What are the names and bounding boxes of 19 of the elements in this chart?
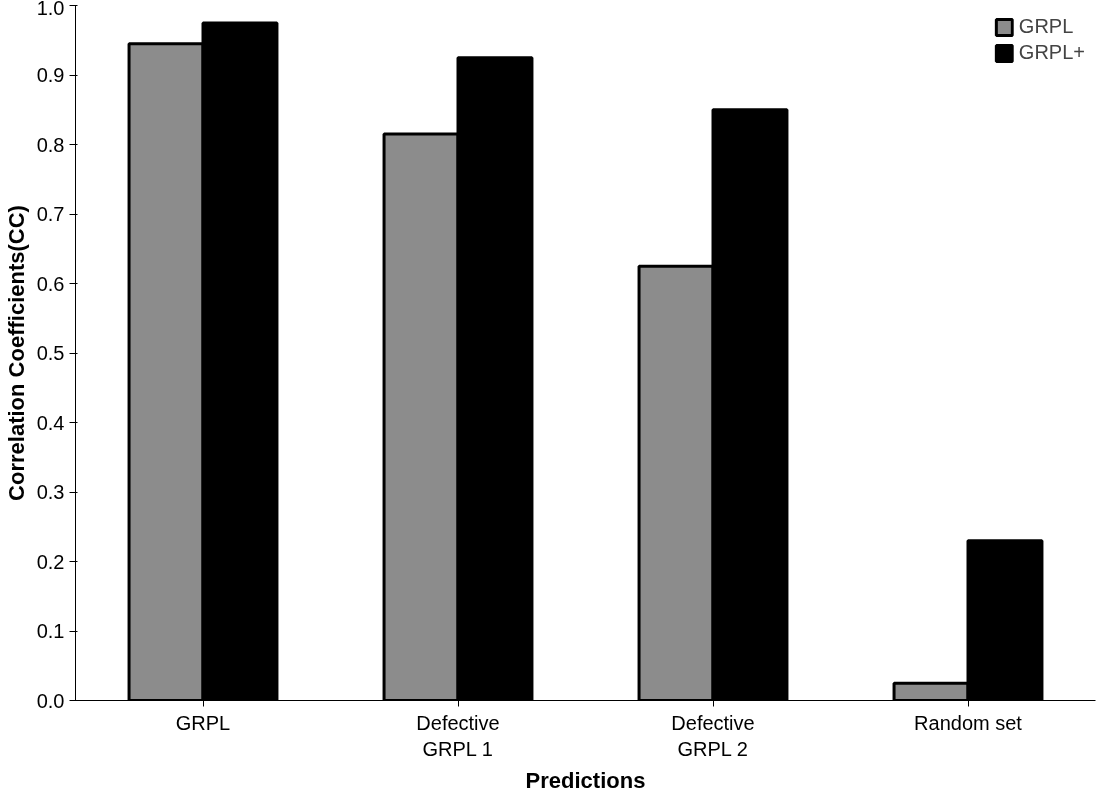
- x-tick-label: Defective GRPL 1: [416, 711, 500, 760]
- y-axis-title: Correlation Coefficients(CC): [3, 205, 29, 501]
- y-tick-label: 1.0: [36, 0, 65, 19]
- y-tick-label: 0.7: [36, 203, 65, 225]
- y-tick-label: 0.3: [36, 481, 65, 503]
- y-tick-label: 0.4: [36, 411, 65, 434]
- y-tick-label: 0.2: [36, 550, 65, 573]
- legend-label: GRPL: [1018, 15, 1074, 38]
- y-tick-label: 0.0: [36, 689, 65, 712]
- y-tick-label: 0.8: [36, 133, 65, 156]
- x-tick-label: Random set: [914, 711, 1023, 734]
- x-tick-label: Defective GRPL 2: [671, 711, 755, 760]
- y-tick-label: 0.6: [36, 272, 65, 295]
- x-axis-title: Predictions: [525, 767, 646, 793]
- legend-label: GRPL+: [1018, 41, 1085, 64]
- y-tick-label: 0.1: [36, 620, 65, 642]
- y-tick-label: 0.9: [36, 64, 65, 86]
- x-tick-label: GRPL: [175, 711, 231, 734]
- y-tick-label: 0.5: [36, 342, 65, 364]
